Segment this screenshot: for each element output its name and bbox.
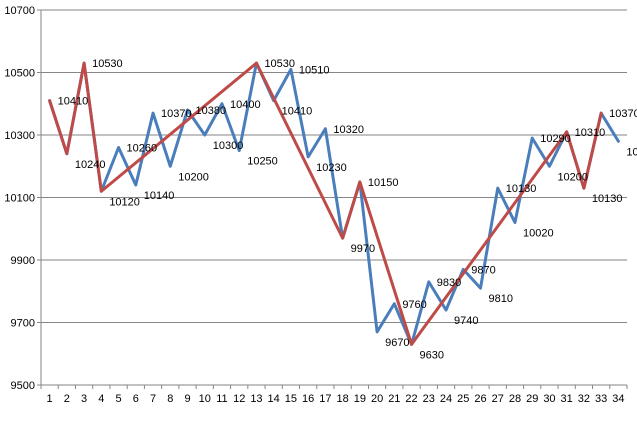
gridlines (41, 9, 627, 323)
data-label: 9970 (351, 243, 375, 255)
x-tick-label: 10 (199, 393, 211, 405)
x-tick-label: 6 (133, 393, 139, 405)
x-tick-label: 14 (268, 393, 280, 405)
y-tick-label: 10700 (4, 5, 35, 17)
x-tick-label: 16 (302, 393, 314, 405)
x-tick-label: 9 (184, 393, 190, 405)
data-label: 9630 (420, 349, 444, 361)
x-tick-label: 29 (526, 393, 538, 405)
x-tick-label: 15 (285, 393, 297, 405)
series-lines (48, 61, 620, 346)
data-label: 10370 (161, 108, 192, 120)
data-label: 10300 (213, 140, 244, 152)
x-tick-label: 2 (64, 393, 70, 405)
data-label: 10130 (506, 183, 537, 195)
y-tick-label: 10100 (4, 193, 35, 205)
x-tick-label: 18 (336, 393, 348, 405)
data-label: 10290 (540, 133, 571, 145)
x-tick-labels: 1 2 3 4 5 6 7 8 9 10 11 12 13 14 15 16 17 18 19 20 21 22 23 24 2… (47, 393, 625, 405)
data-label: 10020 (523, 228, 554, 240)
series-line-2 (48, 61, 603, 346)
x-tick-label: 4 (98, 393, 104, 405)
x-tick-label: 33 (595, 393, 607, 405)
x-tick-label: 27 (492, 393, 504, 405)
x-tick-label: 22 (405, 393, 417, 405)
data-label: 9810 (489, 293, 513, 305)
data-label: 10200 (557, 171, 588, 183)
data-label: 10370 (609, 108, 637, 120)
data-label: 10130 (592, 193, 623, 205)
x-tick-label: 23 (423, 393, 435, 405)
x-tick-label: 17 (319, 393, 331, 405)
x-tick-label: 8 (167, 393, 173, 405)
data-label: 9760 (402, 299, 426, 311)
data-label: 10400 (230, 99, 261, 111)
x-tick-label: 12 (233, 393, 245, 405)
x-tick-label: 31 (561, 393, 573, 405)
data-label: 10410 (282, 106, 313, 118)
axes (37, 9, 628, 389)
series-line-1 (48, 61, 620, 346)
x-tick-label: 5 (115, 393, 121, 405)
y-tick-label: 10300 (4, 130, 35, 142)
x-tick-label: 25 (457, 393, 469, 405)
data-label: 10510 (299, 64, 330, 76)
y-tick-labels: 9500 9700 9900 10100 10300 10500 10700 (4, 5, 35, 392)
x-tick-label: 26 (474, 393, 486, 405)
x-tick-label: 32 (578, 393, 590, 405)
x-tick-label: 19 (354, 393, 366, 405)
x-tick-label: 13 (250, 393, 262, 405)
x-tick-label: 30 (543, 393, 555, 405)
data-label: 9830 (437, 277, 461, 289)
x-tick-label: 7 (150, 393, 156, 405)
y-tick-label: 10500 (4, 68, 35, 80)
x-tick-label: 34 (612, 393, 624, 405)
y-tick-label: 9700 (11, 318, 35, 330)
x-tick-label: 1 (47, 393, 53, 405)
data-label: 10410 (58, 96, 89, 108)
data-label: 10250 (247, 156, 278, 168)
data-label: 10530 (264, 58, 295, 70)
data-label: 9740 (454, 315, 478, 327)
data-label: 9670 (385, 337, 409, 349)
x-tick-label: 24 (440, 393, 452, 405)
data-label: 10120 (109, 196, 140, 208)
data-labels: 10410 10240 10530 10120 10260 10140 10370 10200… (58, 58, 637, 361)
data-label: 10530 (92, 58, 123, 70)
data-label: 10320 (333, 124, 364, 136)
data-label: 10200 (178, 171, 209, 183)
x-tick-label: 21 (388, 393, 400, 405)
data-label: 10140 (144, 190, 175, 202)
data-label: 10280 (626, 146, 637, 158)
data-label: 10230 (316, 162, 347, 174)
data-label: 10310 (575, 127, 606, 139)
x-tick-label: 11 (216, 393, 227, 405)
y-tick-label: 9900 (11, 255, 35, 267)
y-tick-label: 9500 (11, 380, 35, 392)
x-tick-label: 20 (371, 393, 383, 405)
data-label: 10150 (368, 177, 399, 189)
data-label: 9870 (471, 264, 495, 276)
data-label: 10260 (127, 143, 158, 155)
data-label: 10240 (75, 159, 106, 171)
data-label: 10380 (196, 105, 227, 117)
x-tick-label: 28 (509, 393, 521, 405)
x-tick-label: 3 (81, 393, 87, 405)
